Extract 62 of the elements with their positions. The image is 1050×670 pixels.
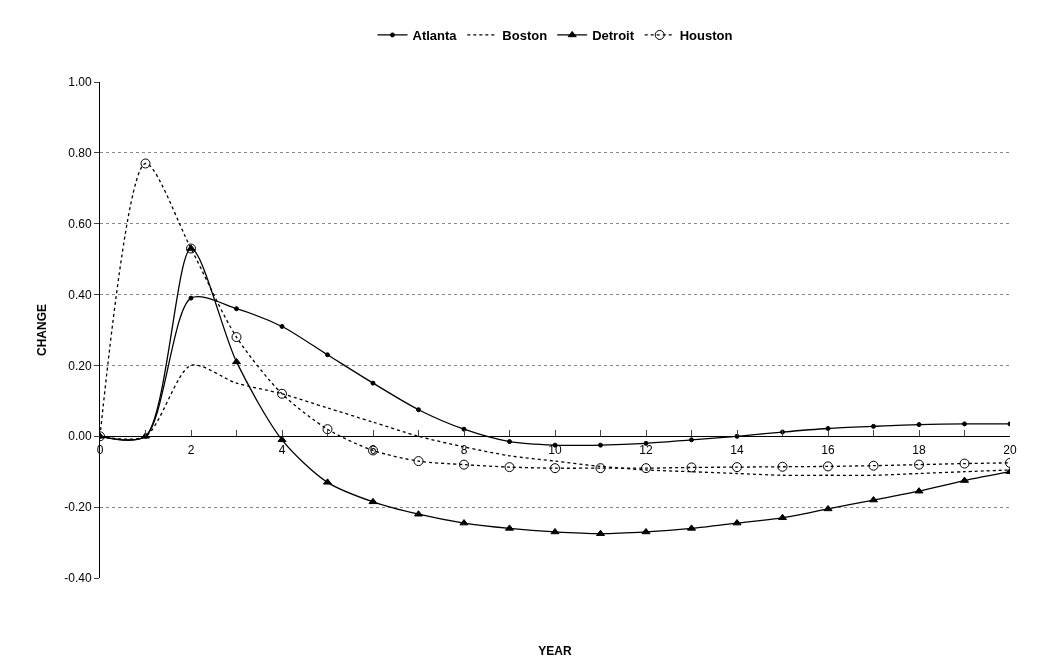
- point: [732, 519, 742, 526]
- y-tick-label: -0.20: [64, 500, 92, 515]
- point: [368, 497, 378, 505]
- point: [504, 462, 515, 473]
- point: [777, 461, 788, 472]
- y-tick-label: 0.60: [68, 216, 92, 231]
- x-axis-title: YEAR: [538, 643, 572, 658]
- x-tick-label: 6: [369, 442, 377, 457]
- point: [188, 295, 194, 301]
- point: [914, 487, 924, 494]
- y-tick-label: 0.20: [68, 358, 92, 373]
- y-tick-label: -0.40: [64, 571, 92, 586]
- point: [416, 407, 421, 413]
- legend-label: Atlanta: [412, 28, 458, 44]
- point: [914, 459, 924, 470]
- x-tick-label: 2: [187, 442, 195, 457]
- point: [459, 459, 469, 470]
- point: [459, 519, 469, 526]
- point: [823, 504, 833, 512]
- y-tick-label: 1.00: [68, 75, 92, 90]
- x-tick-label: 14: [730, 442, 744, 457]
- point: [823, 461, 833, 472]
- y-tick-label: 0.80: [68, 146, 92, 161]
- point: [777, 513, 788, 521]
- x-tick-label: 4: [278, 442, 286, 457]
- point: [959, 458, 970, 469]
- point: [370, 380, 376, 386]
- point: [732, 462, 742, 473]
- y-axis-title: CHANGE: [34, 303, 49, 357]
- legend-label: Houston: [679, 28, 733, 44]
- point: [686, 462, 697, 473]
- point: [641, 463, 651, 474]
- point: [825, 425, 831, 431]
- point: [461, 426, 467, 432]
- x-tick-label: 18: [912, 442, 926, 457]
- legend-label: Boston: [502, 28, 548, 44]
- point: [595, 463, 606, 474]
- legend-label: Detroit: [592, 28, 635, 44]
- point: [325, 352, 330, 358]
- point: [641, 527, 651, 535]
- point: [689, 437, 694, 443]
- x-tick-label: 8: [460, 442, 468, 457]
- x-tick-label: 20: [1003, 442, 1017, 457]
- x-tick-label: 12: [639, 442, 653, 457]
- point: [962, 421, 967, 427]
- point: [413, 456, 424, 467]
- point: [507, 439, 512, 445]
- point: [871, 423, 876, 429]
- point: [231, 332, 242, 343]
- point: [868, 460, 879, 471]
- point: [231, 357, 242, 365]
- point: [550, 463, 560, 474]
- point: [279, 323, 285, 329]
- point: [916, 422, 922, 428]
- point: [598, 442, 603, 448]
- point: [322, 424, 333, 435]
- y-tick-label: 0.40: [68, 287, 92, 302]
- x-tick-label: 16: [821, 442, 835, 457]
- point: [234, 306, 239, 312]
- point: [550, 527, 560, 535]
- y-tick-label: 0.00: [68, 429, 92, 444]
- point: [140, 158, 151, 169]
